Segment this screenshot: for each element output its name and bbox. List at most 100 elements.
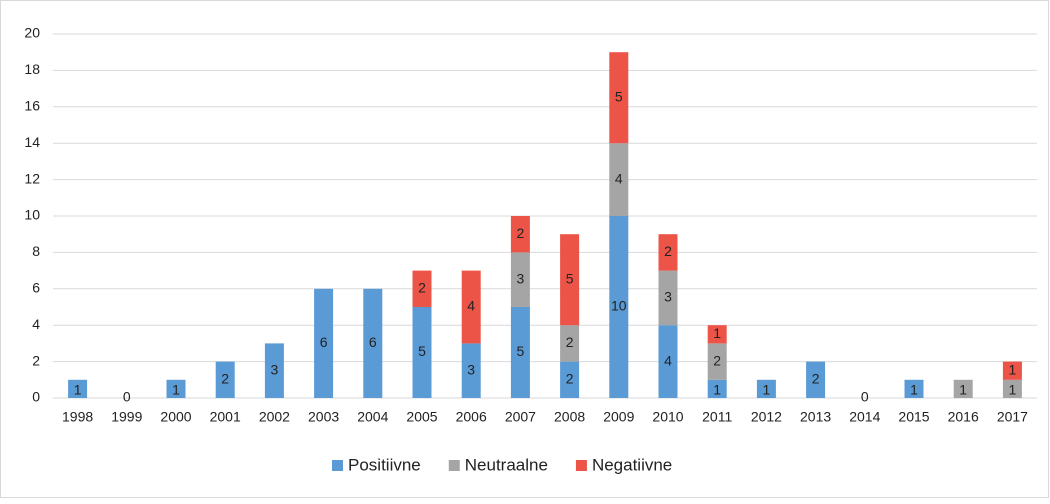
data-label: 2 <box>812 371 820 387</box>
y-tick-label: 6 <box>32 280 40 296</box>
data-label: 4 <box>615 170 623 186</box>
x-tick-label: 2001 <box>210 409 241 425</box>
legend-label: Negatiivne <box>592 455 672 474</box>
x-tick-label: 2005 <box>406 409 437 425</box>
bar-segment <box>707 379 727 398</box>
x-tick-label: 2012 <box>751 409 782 425</box>
bar-segment <box>658 325 678 398</box>
bar-segment <box>658 270 678 326</box>
data-label: 1 <box>713 325 721 341</box>
bar-segment <box>756 379 776 398</box>
bar-segment <box>510 216 530 253</box>
data-label: 5 <box>615 88 623 104</box>
x-tick-label: 2002 <box>259 409 290 425</box>
data-label: 5 <box>418 343 426 359</box>
legend-swatch <box>448 460 460 471</box>
data-label: 1 <box>1009 361 1017 377</box>
bar-segment <box>560 361 580 398</box>
data-label: 0 <box>123 389 131 405</box>
data-label: 2 <box>221 371 229 387</box>
bar-segment <box>904 379 924 398</box>
y-tick-label: 14 <box>24 134 40 150</box>
y-tick-label: 0 <box>32 389 40 405</box>
data-label: 10 <box>611 298 627 314</box>
bar-segment <box>363 288 383 398</box>
bar-segment <box>510 252 530 307</box>
bar-segment <box>560 234 580 326</box>
bar-segment <box>264 343 284 398</box>
data-label: 1 <box>910 382 918 398</box>
x-tick-label: 2013 <box>800 409 831 425</box>
bar-segment <box>461 270 481 344</box>
y-tick-label: 4 <box>32 316 40 332</box>
x-tick-label: 2017 <box>997 409 1028 425</box>
data-label: 3 <box>467 361 475 377</box>
y-tick-label: 10 <box>24 207 40 223</box>
bar-segment <box>461 343 481 398</box>
bar-segment <box>560 325 580 362</box>
legend-label: Positiivne <box>348 455 421 474</box>
data-label: 4 <box>664 352 672 368</box>
x-tick-label: 2015 <box>898 409 929 425</box>
data-label: 4 <box>467 298 475 314</box>
bar-segment <box>658 234 678 271</box>
y-tick-label: 2 <box>32 352 40 368</box>
x-tick-label: 2016 <box>948 409 979 425</box>
data-label: 5 <box>566 270 574 286</box>
bar-segment <box>510 307 530 398</box>
bar-segment <box>166 379 186 398</box>
x-tick-label: 2003 <box>308 409 339 425</box>
bar-segment <box>953 379 973 398</box>
data-label: 6 <box>320 334 328 350</box>
bar-segment <box>707 325 727 344</box>
data-label: 3 <box>664 289 672 305</box>
x-tick-label: 2010 <box>652 409 683 425</box>
bar-segment <box>1002 361 1022 380</box>
data-label: 1 <box>959 382 967 398</box>
data-label: 0 <box>861 389 869 405</box>
data-label: 1 <box>713 382 721 398</box>
y-tick-label: 8 <box>32 243 40 259</box>
data-label: 2 <box>517 225 525 241</box>
bar-segment <box>314 288 334 398</box>
x-tick-label: 2014 <box>849 409 880 425</box>
x-tick-label: 2009 <box>603 409 634 425</box>
data-label: 2 <box>566 334 574 350</box>
bar-segment <box>609 52 629 144</box>
bar-segment <box>412 307 432 398</box>
x-tick-label: 2004 <box>357 409 388 425</box>
x-tick-label: 1998 <box>62 409 93 425</box>
bar-segment <box>609 216 629 398</box>
x-tick-label: 1999 <box>111 409 142 425</box>
y-tick-label: 18 <box>24 61 40 77</box>
x-tick-label: 2008 <box>554 409 585 425</box>
bar-segment <box>609 143 629 216</box>
x-tick-label: 2006 <box>456 409 487 425</box>
x-tick-label: 2007 <box>505 409 536 425</box>
data-label: 2 <box>664 243 672 259</box>
legend-swatch <box>575 460 587 471</box>
data-label: 2 <box>713 352 721 368</box>
bar-segment <box>412 270 432 307</box>
data-label: 1 <box>763 382 771 398</box>
x-tick-label: 2011 <box>702 409 732 425</box>
y-tick-label: 20 <box>24 25 40 41</box>
data-label: 3 <box>517 270 525 286</box>
data-label: 1 <box>172 382 180 398</box>
bar-segment <box>68 379 88 398</box>
legend-label: Neutraalne <box>465 455 548 474</box>
data-label: 2 <box>418 280 426 296</box>
data-label: 2 <box>566 371 574 387</box>
bar-segment <box>215 361 235 398</box>
x-tick-label: 2000 <box>160 409 191 425</box>
y-tick-label: 16 <box>24 98 40 114</box>
bar-segment <box>707 343 727 380</box>
bar-segment <box>806 361 826 398</box>
data-label: 1 <box>1009 382 1017 398</box>
data-label: 3 <box>271 361 279 377</box>
y-tick-label: 12 <box>24 170 40 186</box>
data-label: 6 <box>369 334 377 350</box>
legend-swatch <box>332 460 343 471</box>
data-label: 1 <box>74 382 82 398</box>
